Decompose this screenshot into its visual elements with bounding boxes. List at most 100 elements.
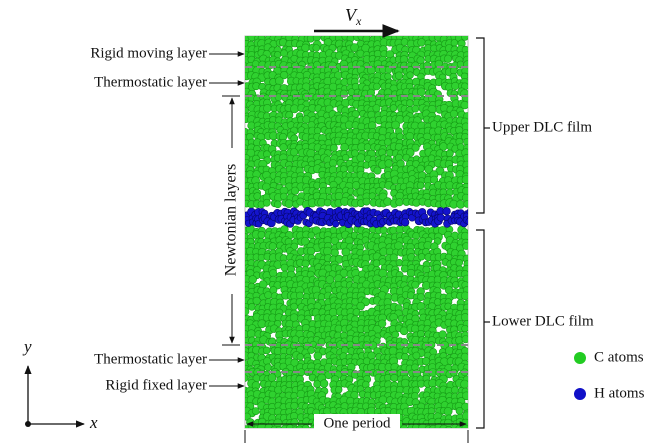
atom	[406, 99, 414, 107]
atom	[356, 301, 365, 311]
atom	[445, 149, 454, 158]
atom	[301, 259, 310, 268]
atom	[430, 175, 439, 184]
atom	[274, 76, 284, 86]
atom	[286, 424, 294, 428]
atom	[401, 218, 410, 227]
atom	[262, 346, 271, 355]
atom	[284, 199, 294, 208]
layer-dividers	[245, 66, 468, 373]
atom	[400, 424, 409, 428]
atom	[251, 407, 260, 415]
atom	[290, 401, 299, 410]
atom	[451, 81, 460, 91]
atom	[461, 313, 468, 322]
atom	[391, 330, 400, 339]
atom	[312, 44, 321, 52]
atom	[461, 324, 468, 333]
atom	[436, 213, 445, 222]
atom	[302, 115, 311, 124]
atom	[363, 143, 372, 151]
atom	[248, 275, 257, 284]
atom	[319, 379, 329, 388]
atom	[465, 218, 468, 226]
atom	[445, 426, 453, 428]
atom	[416, 181, 425, 190]
velocity-subscript: x	[355, 14, 362, 28]
atom	[340, 143, 349, 152]
right-brackets	[476, 37, 490, 429]
origin	[25, 421, 31, 427]
atom	[443, 406, 453, 416]
atom	[290, 302, 298, 311]
atom	[417, 38, 426, 47]
atom	[274, 93, 283, 101]
atom	[312, 36, 321, 42]
atom	[461, 335, 468, 344]
atom	[389, 253, 398, 262]
atom	[389, 104, 398, 112]
atom	[412, 423, 420, 428]
atom	[395, 198, 404, 207]
legend-h: H atoms	[594, 385, 645, 401]
atom	[341, 154, 350, 162]
atom	[262, 198, 271, 207]
atom	[290, 186, 300, 195]
atom	[268, 242, 277, 251]
bracket-lower	[476, 229, 485, 429]
atom	[252, 296, 261, 306]
atom	[301, 424, 310, 428]
atom	[460, 100, 468, 110]
atom	[411, 104, 420, 113]
atom	[263, 104, 272, 113]
atom	[400, 378, 410, 388]
atom	[444, 346, 454, 355]
atom	[406, 71, 414, 79]
atom	[323, 198, 332, 207]
velocity-label: Vx	[345, 5, 362, 28]
atom	[332, 220, 340, 228]
atom	[462, 154, 468, 162]
atom	[466, 208, 468, 215]
atom	[439, 142, 448, 151]
atom	[455, 406, 464, 415]
label-rigid-moving: Rigid moving layer	[90, 45, 207, 61]
atom	[378, 319, 387, 328]
atom	[443, 54, 453, 63]
axis-x-label: x	[89, 413, 98, 432]
atom	[264, 363, 272, 372]
legend-swatch-h	[574, 388, 586, 400]
atom	[307, 231, 315, 240]
atom	[462, 242, 468, 250]
label-rigid-fixed: Rigid fixed layer	[105, 377, 207, 393]
atom	[280, 70, 289, 80]
atom	[461, 175, 468, 184]
atom	[462, 391, 468, 401]
atom	[245, 307, 250, 316]
label-newtonian: Newtonian layers	[223, 164, 240, 276]
atom	[411, 143, 420, 152]
label-thermostatic: Thermostatic layer	[94, 351, 207, 367]
legend-c: C atoms	[594, 349, 644, 365]
atom	[275, 426, 283, 428]
atom	[295, 291, 304, 300]
axes-icon	[24, 365, 85, 428]
atom	[356, 153, 366, 163]
legend-swatch-c	[574, 352, 586, 364]
atom	[280, 49, 288, 58]
atom	[416, 87, 426, 97]
atom	[245, 374, 249, 382]
label-thermostatic: Thermostatic layer	[94, 74, 207, 90]
atom	[450, 39, 459, 47]
atom	[449, 109, 458, 118]
atom	[416, 164, 425, 173]
atom	[372, 82, 381, 91]
atom	[335, 386, 343, 394]
atom	[280, 263, 289, 272]
label-period: One period	[323, 415, 391, 431]
atom	[418, 253, 426, 261]
period-marker	[244, 421, 469, 443]
label-bg	[314, 414, 400, 434]
atom	[461, 36, 468, 41]
